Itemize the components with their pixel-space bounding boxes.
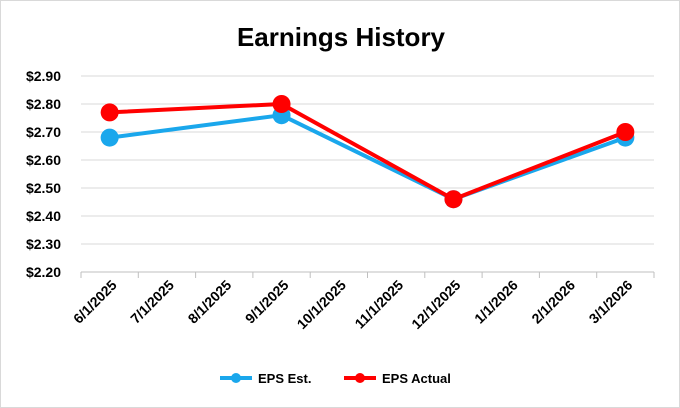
y-axis: $2.20 $2.30 $2.40 $2.50 $2.60 $2.70 $2.80 $2.90	[26, 68, 61, 280]
data-point-eps-est	[100, 128, 119, 147]
x-tick-label: 9/1/2025	[242, 277, 292, 327]
x-tick-label: 12/1/2025	[408, 277, 464, 333]
legend-swatch-marker	[231, 373, 241, 383]
x-tick-label: 8/1/2025	[185, 277, 235, 327]
legend-label: EPS Actual	[382, 371, 451, 386]
legend-swatch-marker	[355, 373, 365, 383]
y-tick-label: $2.50	[26, 180, 61, 196]
x-tick-label: 1/1/2026	[471, 277, 521, 327]
y-tick-label: $2.40	[26, 208, 61, 224]
x-tick-label: 2/1/2026	[528, 277, 578, 327]
x-tick-label: 6/1/2025	[70, 277, 120, 327]
y-tick-label: $2.20	[26, 264, 61, 280]
y-tick-label: $2.70	[26, 124, 61, 140]
series-line-eps-est	[107, 113, 628, 202]
y-tick-label: $2.60	[26, 152, 61, 168]
gridlines	[81, 75, 654, 273]
data-point-eps-actual	[444, 190, 463, 209]
legend: EPS Est. EPS Actual	[220, 371, 451, 386]
series-line-eps-actual	[107, 102, 628, 202]
y-tick-label: $2.30	[26, 236, 61, 252]
y-tick-label: $2.90	[26, 68, 61, 84]
data-point-eps-actual	[100, 103, 119, 122]
x-axis: 6/1/2025 7/1/2025 8/1/2025 9/1/2025 10/1/202…	[70, 272, 655, 333]
x-tick-label: 7/1/2025	[127, 277, 177, 327]
legend-label: EPS Est.	[258, 371, 311, 386]
x-tick-label: 11/1/2025	[351, 277, 406, 332]
series-layer	[100, 95, 635, 209]
y-tick-label: $2.80	[26, 96, 61, 112]
x-tick-label: 3/1/2026	[586, 277, 636, 327]
data-point-eps-actual	[272, 95, 291, 113]
data-point-eps-actual	[616, 123, 635, 141]
chart-title: Earnings History	[237, 22, 446, 52]
x-tick-label: 10/1/2025	[294, 277, 350, 333]
